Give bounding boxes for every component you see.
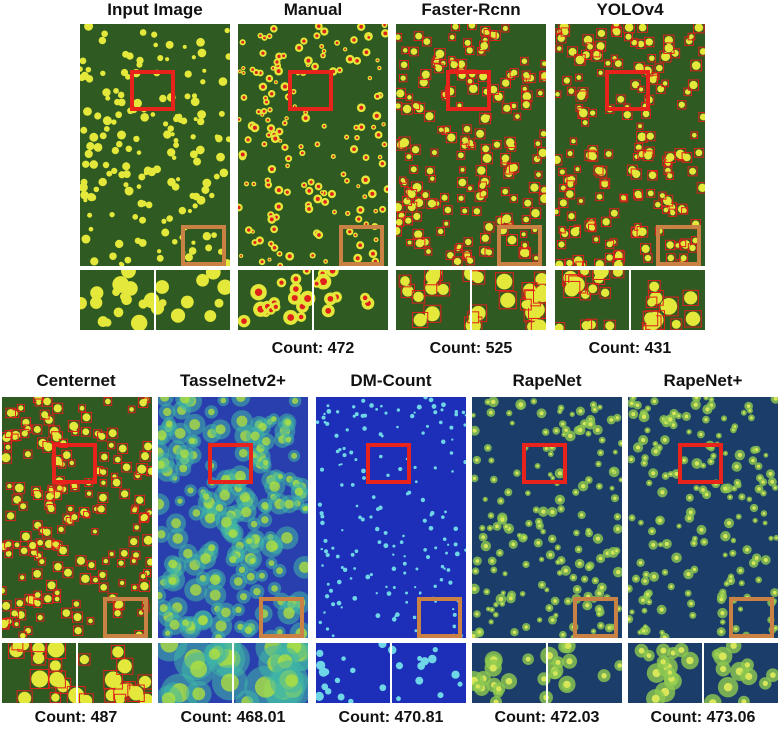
count-manual: Count: 472: [271, 340, 355, 357]
roi-box-orange: [496, 224, 542, 266]
roi-box-orange: [728, 597, 774, 638]
field-image: [472, 397, 622, 638]
zoom-image: [80, 270, 230, 330]
field-image: [316, 397, 466, 638]
roi-box-red: [445, 69, 491, 112]
roi-box-red: [287, 69, 333, 112]
count-rapenet-plus: Count: 473.06: [650, 709, 756, 726]
field-image: [80, 24, 230, 266]
panel-manual: [238, 24, 388, 266]
title-input-image: Input Image: [107, 0, 203, 19]
panel-centernet: [2, 397, 152, 638]
panel-tasselnetv2plus: [158, 397, 308, 638]
zoom-tasselnetv2plus: [158, 643, 308, 703]
zoom-centernet: [2, 643, 152, 703]
field-image: [238, 24, 388, 266]
count-tasselnetv2plus: Count: 468.01: [180, 709, 286, 726]
zoom-image: [396, 270, 546, 330]
zoom-manual: [238, 270, 388, 330]
count-dm-count: Count: 470.81: [338, 709, 444, 726]
panel-input-image: [80, 24, 230, 266]
title-dm-count: DM-Count: [350, 371, 432, 390]
zoom-image: [238, 270, 388, 330]
title-manual: Manual: [283, 0, 343, 19]
title-rapenet: RapeNet: [512, 371, 582, 390]
roi-box-red: [129, 69, 175, 112]
roi-box-orange: [338, 224, 384, 266]
count-rapenet: Count: 472.03: [494, 709, 600, 726]
title-faster-rcnn: Faster-Rcnn: [421, 0, 521, 19]
roi-box-orange: [258, 597, 304, 638]
title-rapenet-plus: RapeNet+: [663, 371, 743, 390]
panel-faster-rcnn: [396, 24, 546, 266]
roi-box-orange: [416, 597, 462, 638]
zoom-image: [316, 643, 466, 703]
zoom-yolov4: [555, 270, 705, 330]
zoom-input-image: [80, 270, 230, 330]
zoom-image: [628, 643, 778, 703]
roi-box-red: [51, 442, 97, 484]
roi-box-orange: [572, 597, 618, 638]
roi-box-red: [207, 442, 253, 484]
zoom-rapenet-plus: [628, 643, 778, 703]
zoom-image: [472, 643, 622, 703]
roi-box-red: [677, 442, 723, 484]
panel-rapenet-plus: [628, 397, 778, 638]
roi-box-red: [365, 442, 411, 484]
roi-box-orange: [180, 224, 226, 266]
panel-dm-count: [316, 397, 466, 638]
zoom-image: [555, 270, 705, 330]
zoom-image: [2, 643, 152, 703]
zoom-faster-rcnn: [396, 270, 546, 330]
zoom-image: [158, 643, 308, 703]
panel-yolov4: [555, 24, 705, 266]
title-yolov4: YOLOv4: [596, 0, 664, 19]
count-yolov4: Count: 431: [588, 340, 672, 357]
panel-rapenet: [472, 397, 622, 638]
zoom-dm-count: [316, 643, 466, 703]
count-faster-rcnn: Count: 525: [429, 340, 513, 357]
zoom-rapenet: [472, 643, 622, 703]
roi-box-red: [604, 69, 650, 112]
roi-box-orange: [102, 597, 148, 638]
roi-box-orange: [655, 224, 701, 266]
title-tasselnetv2plus: Tasselnetv2+: [179, 371, 286, 390]
roi-box-red: [521, 442, 567, 484]
title-centernet: Centernet: [36, 371, 116, 390]
count-centernet: Count: 487: [34, 709, 118, 726]
